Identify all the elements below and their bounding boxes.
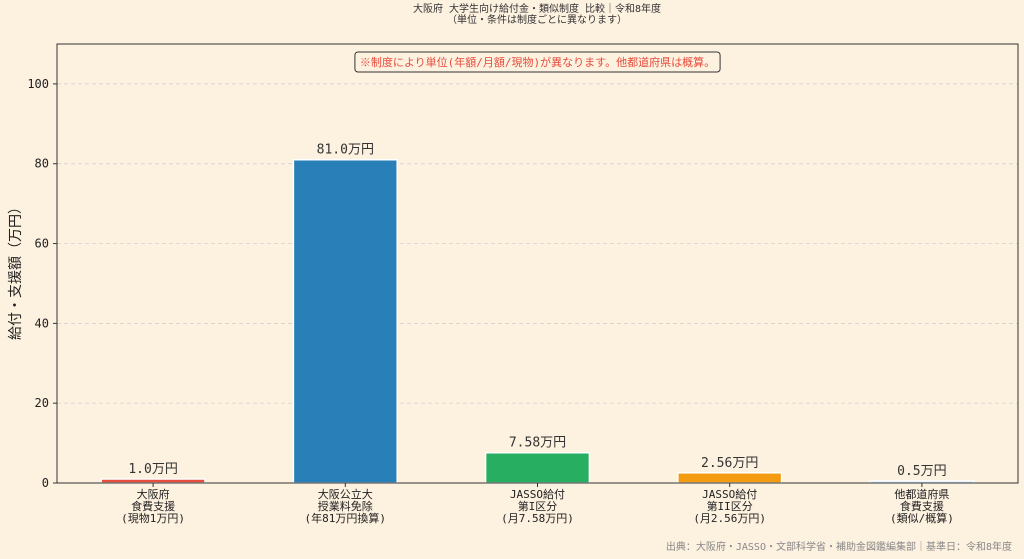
value-label: 2.56万円: [701, 456, 758, 471]
y-tick-label: 0: [42, 476, 49, 490]
y-tick-label: 40: [35, 316, 49, 330]
x-tick-label: 他都道府県 食費支援 (類似/概算): [889, 488, 954, 525]
value-label: 81.0万円: [317, 143, 374, 158]
y-tick-label: 20: [35, 396, 49, 410]
plot-frame: [56, 43, 1019, 484]
value-label: 0.5万円: [897, 464, 946, 479]
chart-subtitle: （単位・条件は制度ごとに異なります）: [447, 13, 627, 26]
y-tick-label: 60: [35, 237, 49, 251]
x-tick-label: 大阪公立大 授業料免除 (年81万円換算): [304, 488, 387, 525]
x-tick-label: JASSO給付 第I区分 (月7.58万円): [501, 488, 574, 525]
bar: [100, 478, 206, 484]
x-tick-label: JASSO給付 第II区分 (月2.56万円): [693, 488, 767, 525]
bar: [292, 158, 398, 484]
x-tick-label: 大阪府 食費支援 (現物1万円): [121, 488, 186, 525]
y-axis-label: 給付・支援額（万円）: [8, 200, 24, 340]
value-label: 7.58万円: [509, 436, 566, 451]
y-tick-label: 100: [27, 77, 49, 91]
annotation: ※制度により単位(年額/月額/現物)が異なります。他都道府県は概算。: [360, 55, 715, 69]
bar: [677, 472, 783, 484]
bar: [484, 451, 591, 484]
value-label: 1.0万円: [128, 462, 177, 477]
annotation-box: [354, 51, 721, 73]
chart-title: 大阪府 大学生向け給付金・類似制度 比較｜令和8年度: [413, 2, 661, 15]
source-note: 出典：大阪府・JASSO・文部科学省・補助金図鑑編集部｜基準日：令和8年度: [666, 540, 1012, 553]
y-tick-label: 80: [35, 157, 49, 171]
